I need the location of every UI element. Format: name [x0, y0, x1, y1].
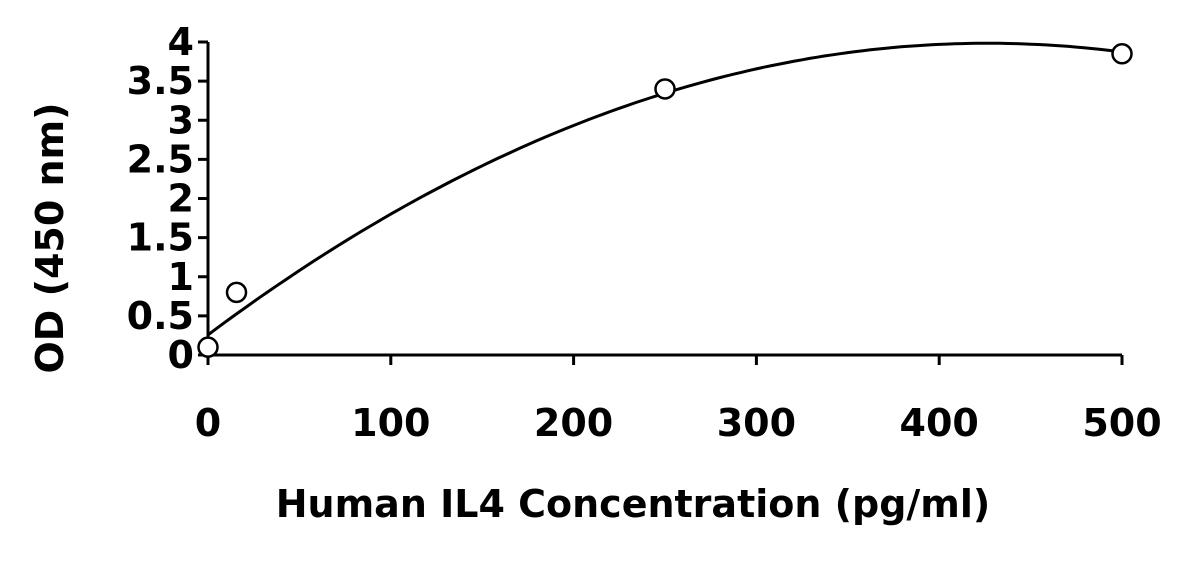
x-axis-title: Human IL4 Concentration (pg/ml) — [276, 482, 991, 526]
x-tick-label: 100 — [351, 401, 430, 445]
y-tick-label: 3.5 — [127, 59, 194, 103]
y-tick-labels: 00.511.522.533.54 — [127, 20, 194, 377]
x-tick-label: 0 — [195, 401, 221, 445]
x-tick-label: 300 — [717, 401, 796, 445]
data-point — [1111, 42, 1133, 65]
y-tick-label: 1 — [168, 255, 194, 299]
x-tick-label: 500 — [1082, 401, 1161, 445]
data-points — [197, 42, 1133, 358]
y-tick-label: 0.5 — [127, 294, 194, 338]
y-tick-label: 4 — [168, 20, 194, 64]
y-axis-title: OD (450 nm) — [28, 102, 72, 373]
y-tick-label: 2.5 — [127, 137, 194, 181]
y-tick-label: 0 — [168, 333, 194, 377]
x-tick-label: 400 — [900, 401, 979, 445]
data-point — [654, 78, 676, 100]
y-tick-label: 2 — [168, 177, 194, 221]
x-tick-labels: 0 100 200 300 400 500 — [195, 401, 1162, 445]
y-tick-label: 1.5 — [127, 216, 194, 260]
x-tick-label: 200 — [534, 401, 613, 445]
data-point — [225, 281, 248, 304]
y-tick-label: 3 — [168, 98, 194, 142]
data-point — [197, 336, 219, 358]
